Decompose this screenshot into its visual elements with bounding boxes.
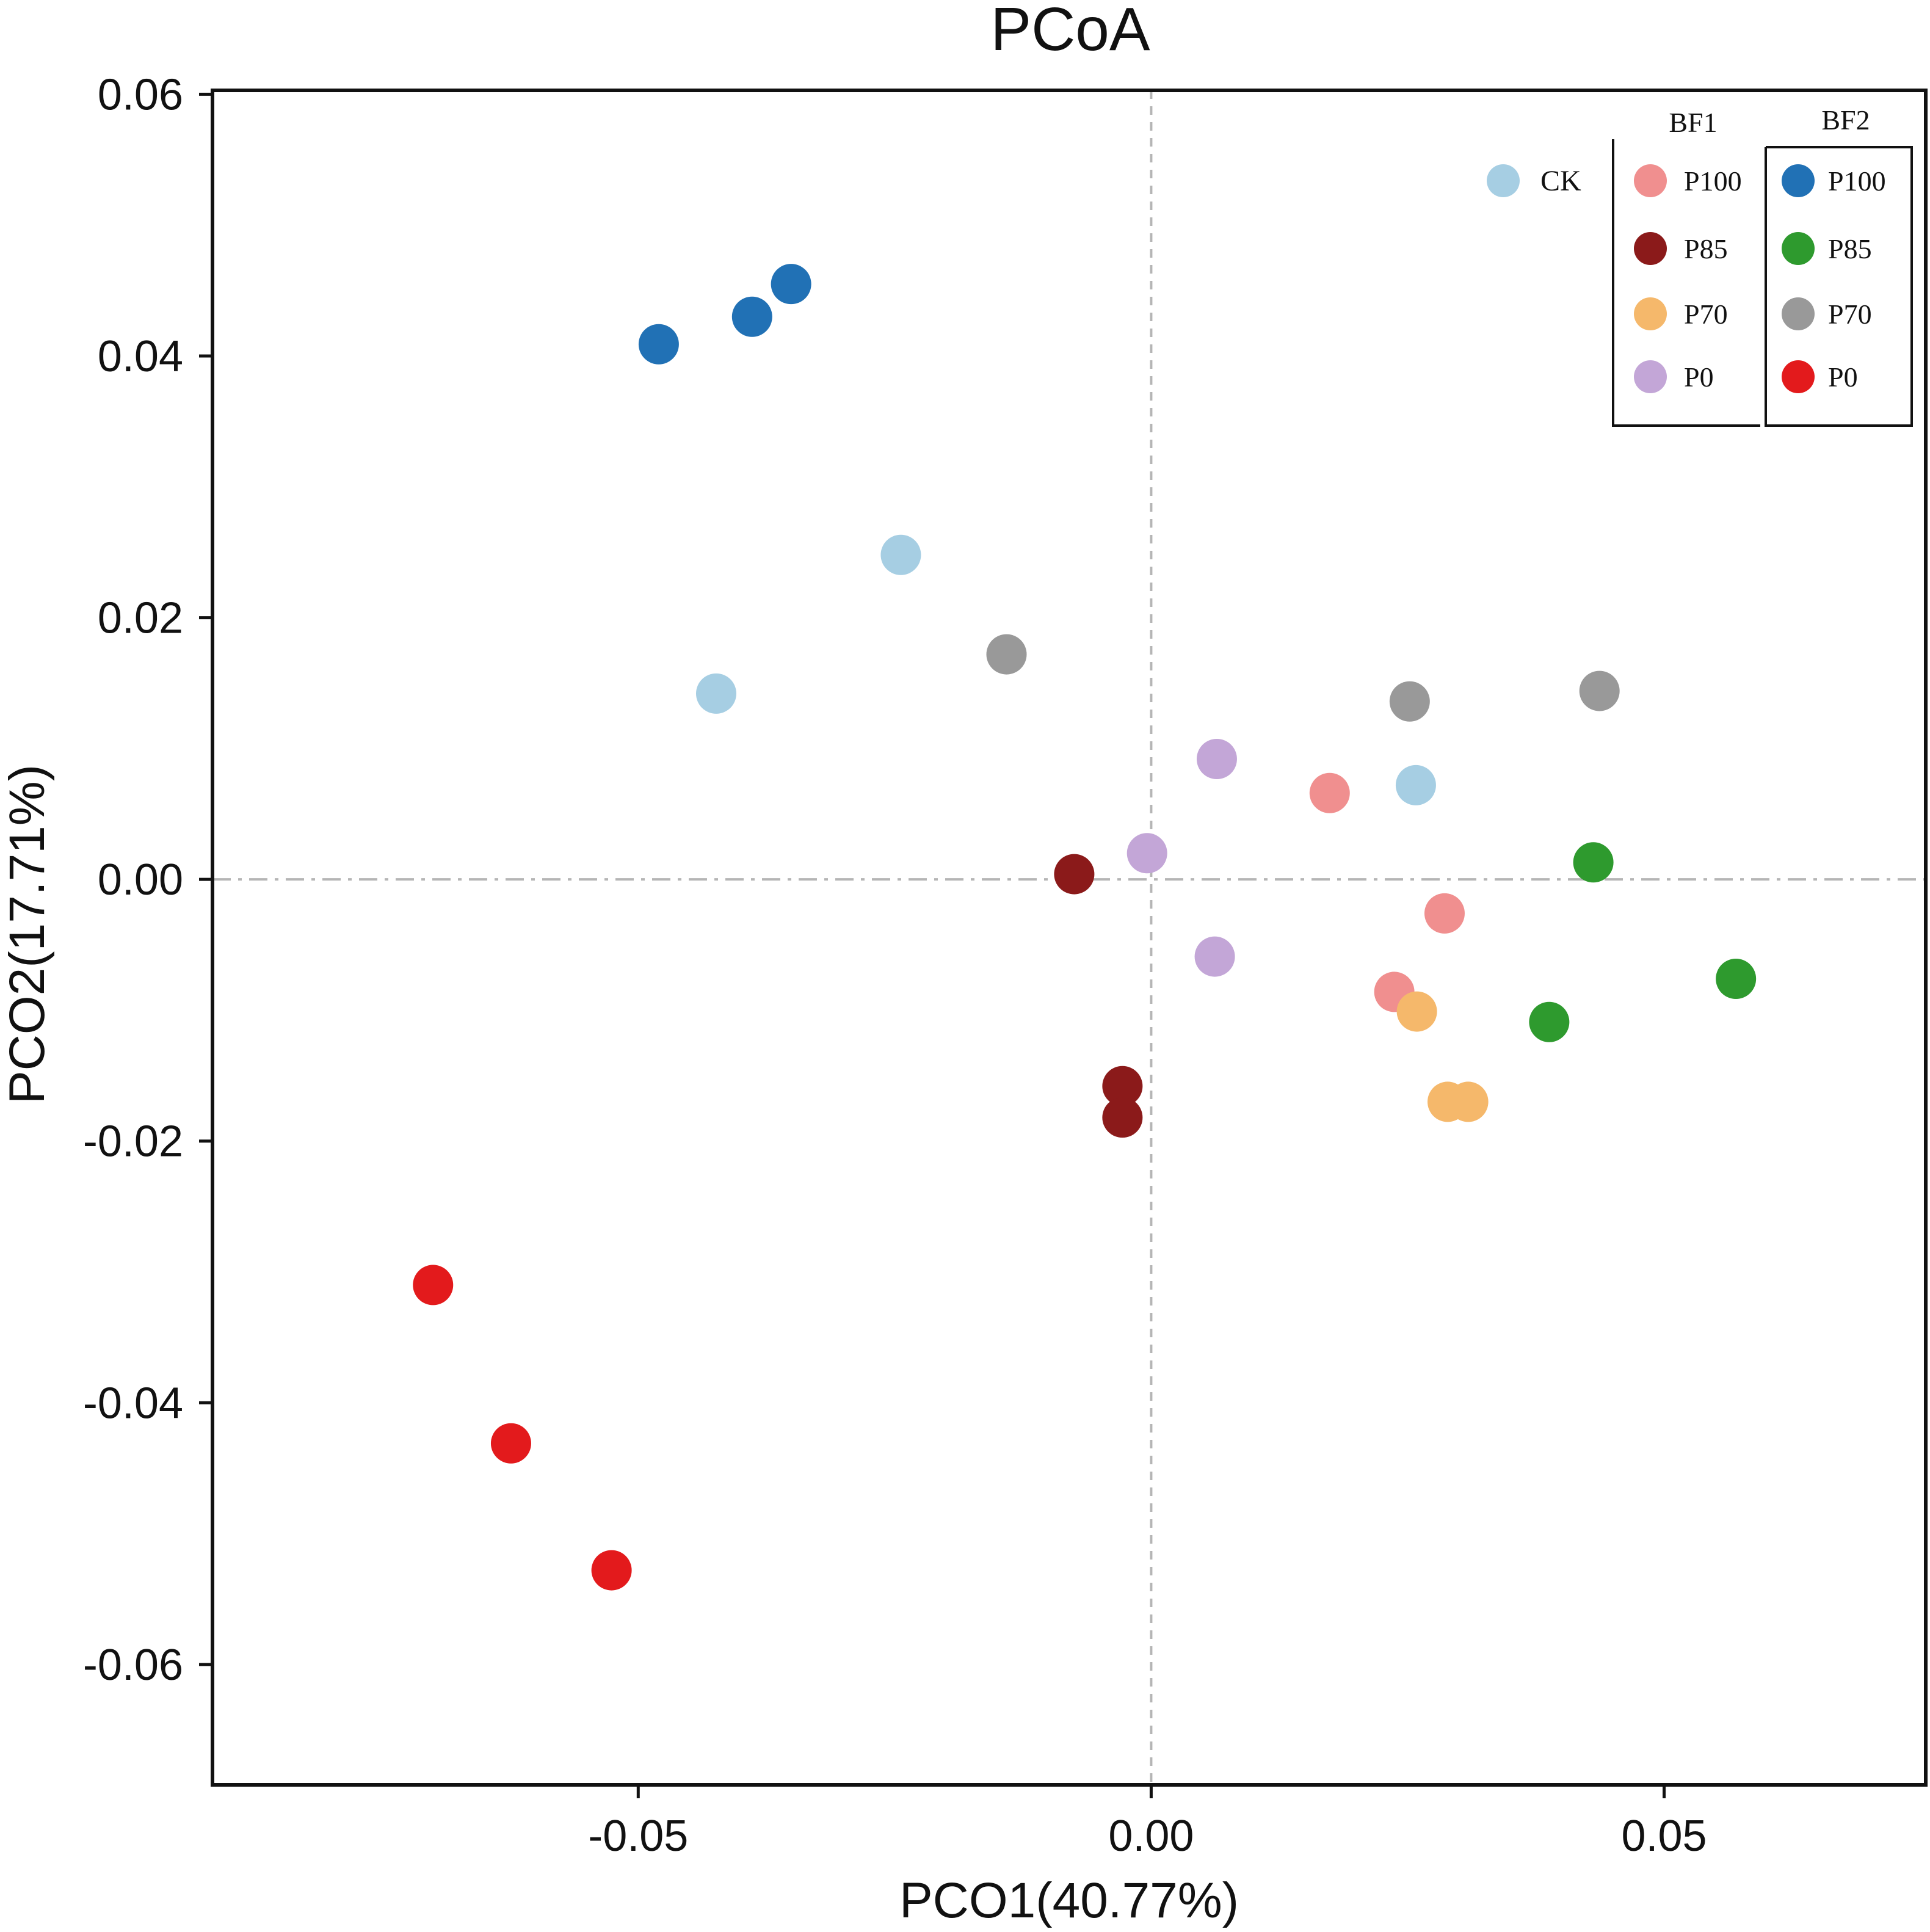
legend-swatch-bf1-p0 <box>1634 360 1667 393</box>
point-ck <box>1395 764 1436 805</box>
x-tick-label: 0.00 <box>1108 1812 1194 1861</box>
legend-item-ck: CK <box>1487 164 1581 197</box>
point-bf2-p100 <box>638 324 679 365</box>
legend-swatch-bf1-p70 <box>1634 297 1667 330</box>
y-tick-label: -0.04 <box>83 1379 183 1428</box>
legend-group-title-bf1: BF1 <box>1669 107 1717 138</box>
legend-swatch-bf2-p70 <box>1782 297 1815 330</box>
point-bf1-p0 <box>1196 739 1237 779</box>
legend-label-bf1-p0: P0 <box>1684 361 1714 393</box>
point-bf2-p100 <box>731 296 772 337</box>
legend-label-bf2-p0: P0 <box>1828 361 1858 393</box>
point-bf1-p0 <box>1126 833 1167 874</box>
legend-ck-swatch <box>1487 164 1520 197</box>
plot-frame <box>211 89 1928 1787</box>
y-tick-label: 0.02 <box>98 594 183 643</box>
point-bf2-p85 <box>1716 959 1757 999</box>
point-bf2-p100 <box>771 264 811 305</box>
x-axis-label: PCO1(40.77%) <box>899 1873 1239 1928</box>
y-tick-label: 0.06 <box>98 70 183 119</box>
point-bf2-p85 <box>1529 1001 1570 1042</box>
point-bf1-p85 <box>1102 1097 1143 1138</box>
point-ck <box>880 534 921 575</box>
legend-box-frame <box>1612 139 1913 427</box>
legend-label-bf2-p85: P85 <box>1828 233 1872 264</box>
x-tick-label: -0.05 <box>588 1812 688 1861</box>
legend-label-bf1-p70: P70 <box>1684 299 1728 330</box>
legend-label-bf2-p70: P70 <box>1828 299 1872 330</box>
point-bf2-p0 <box>490 1423 531 1464</box>
x-axis-ticks: -0.05 0.00 0.05 <box>588 1785 1707 1861</box>
y-tick-label: 0.04 <box>98 332 183 381</box>
point-bf2-p85 <box>1573 842 1614 883</box>
point-bf1-p70 <box>1396 991 1437 1032</box>
legend-entries: P100 P85 P70 P0 P100 P85 P70 P0 <box>1634 164 1886 393</box>
legend: CK BF1 BF2 P100 P85 P70 P0 P100 P85 P70 P0 <box>1487 104 1913 427</box>
legend-label-bf1-p100: P100 <box>1684 165 1742 197</box>
y-tick-label: -0.02 <box>83 1117 183 1166</box>
legend-ck-label: CK <box>1540 165 1581 197</box>
legend-swatch-bf2-p85 <box>1782 232 1815 265</box>
point-bf2-p70 <box>986 634 1027 675</box>
point-bf2-p70 <box>1389 681 1430 722</box>
legend-label-bf1-p85: P85 <box>1684 233 1728 264</box>
legend-swatch-bf2-p100 <box>1782 164 1815 197</box>
point-bf1-p70 <box>1448 1081 1489 1122</box>
point-bf1-p0 <box>1194 936 1235 977</box>
point-ck <box>695 673 736 714</box>
legend-swatch-bf1-p85 <box>1634 232 1667 265</box>
point-bf1-p85 <box>1054 854 1095 895</box>
point-bf1-p100 <box>1309 772 1350 813</box>
legend-label-bf2-p100: P100 <box>1828 165 1886 197</box>
y-axis-ticks: 0.06 0.04 0.02 0.00 -0.02 -0.04 -0.06 <box>83 70 212 1690</box>
point-bf2-p0 <box>591 1550 632 1591</box>
x-tick-label: 0.05 <box>1621 1812 1707 1861</box>
point-bf1-p85 <box>1102 1066 1143 1106</box>
point-bf1-p100 <box>1424 893 1465 934</box>
y-tick-label: 0.00 <box>98 855 183 904</box>
legend-swatch-bf2-p0 <box>1782 360 1815 393</box>
data-points <box>413 264 1757 1591</box>
legend-group-title-bf2: BF2 <box>1821 104 1870 136</box>
y-axis-label: PCO2(17.71%) <box>0 764 55 1104</box>
legend-swatch-bf1-p100 <box>1634 164 1667 197</box>
chart-title: PCoA <box>990 0 1150 64</box>
point-bf2-p0 <box>413 1265 454 1306</box>
y-tick-label: -0.06 <box>83 1641 183 1690</box>
point-bf2-p70 <box>1579 670 1620 711</box>
